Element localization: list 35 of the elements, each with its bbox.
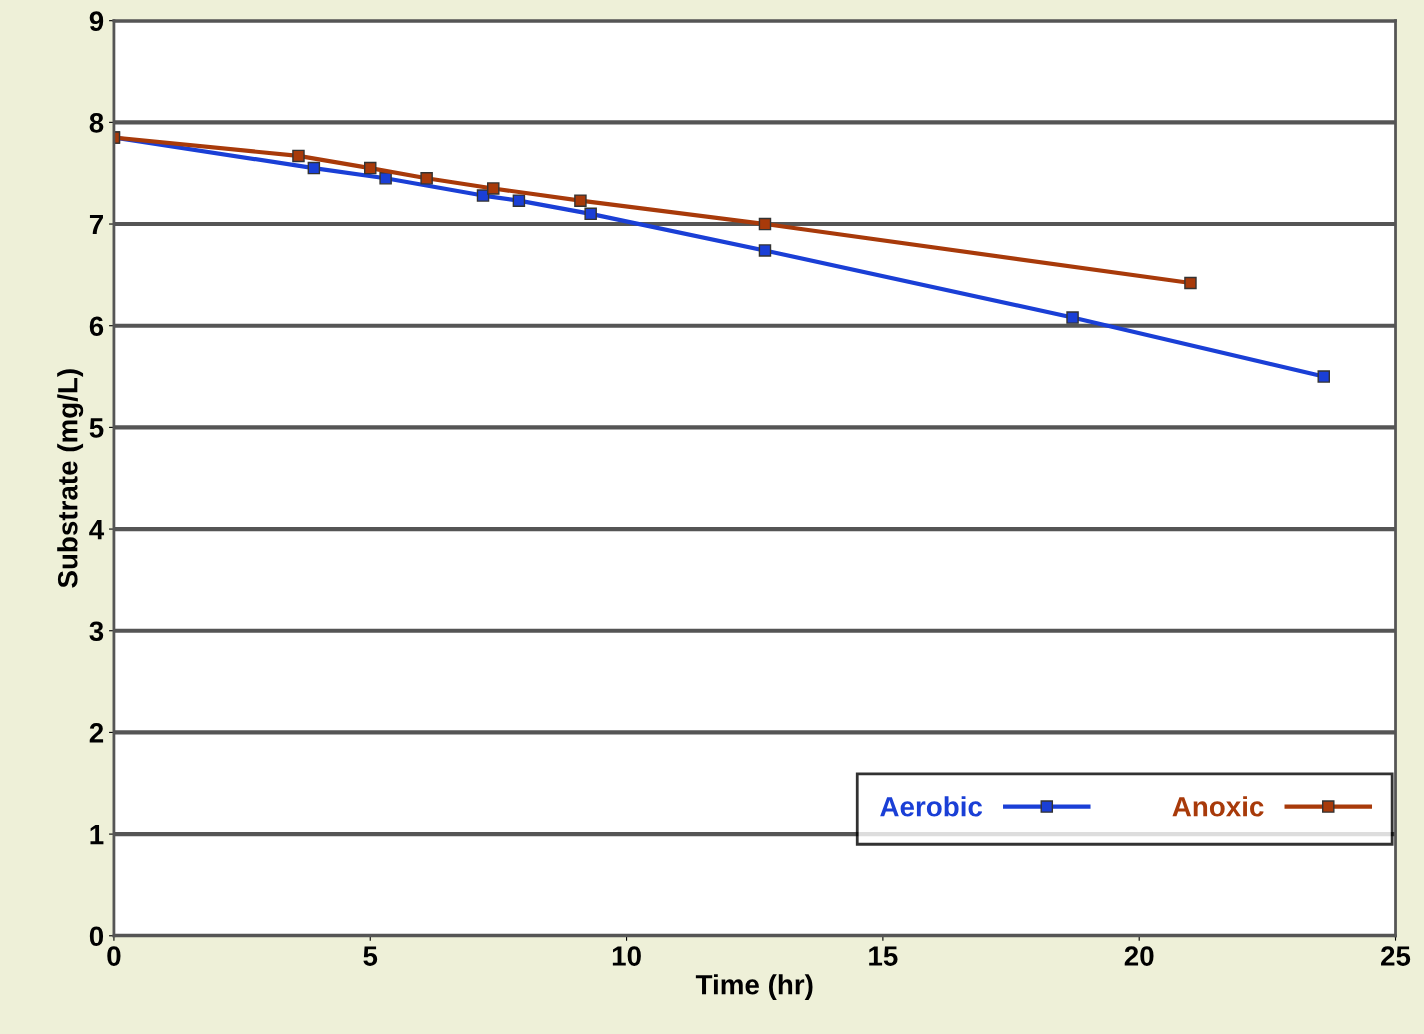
legend-label: Anoxic [1172,796,1264,817]
y-tick-label: 1 [90,825,104,845]
y-axis-title: Substrate (mg/L) [57,369,84,588]
point [307,161,321,175]
point [379,172,392,185]
legend-label: Aerobic [880,796,983,817]
x-tick-label: 15 [869,946,898,966]
point [420,172,433,185]
point [476,189,490,202]
x-tick-label: 0 [107,946,121,966]
x-tick-label: 20 [1124,946,1154,966]
y-tick-label: 6 [89,316,104,337]
y-tick-label: 0 [89,926,104,947]
x-tick-label: 10 [612,946,641,966]
point [292,149,305,163]
point [1317,370,1331,383]
y-tick-label: 8 [89,113,104,133]
point [574,194,587,207]
y-tick-label: 4 [89,520,105,540]
y-tick-label: 5 [89,418,104,438]
point [1184,276,1197,290]
y-tick-label: 9 [89,11,104,32]
point [584,207,597,221]
point [487,182,500,195]
y-tick-label: 7 [89,214,103,235]
point [758,217,772,231]
y-tick-label: 2 [89,723,104,743]
x-tick-label: 25 [1381,946,1411,966]
x-tick-label: 5 [363,946,378,966]
y-tick-label: 3 [89,621,104,642]
point [512,194,526,207]
point [1066,311,1079,324]
x-axis-title: Time (hr) [695,974,813,1001]
point [363,161,377,175]
point [758,244,772,257]
